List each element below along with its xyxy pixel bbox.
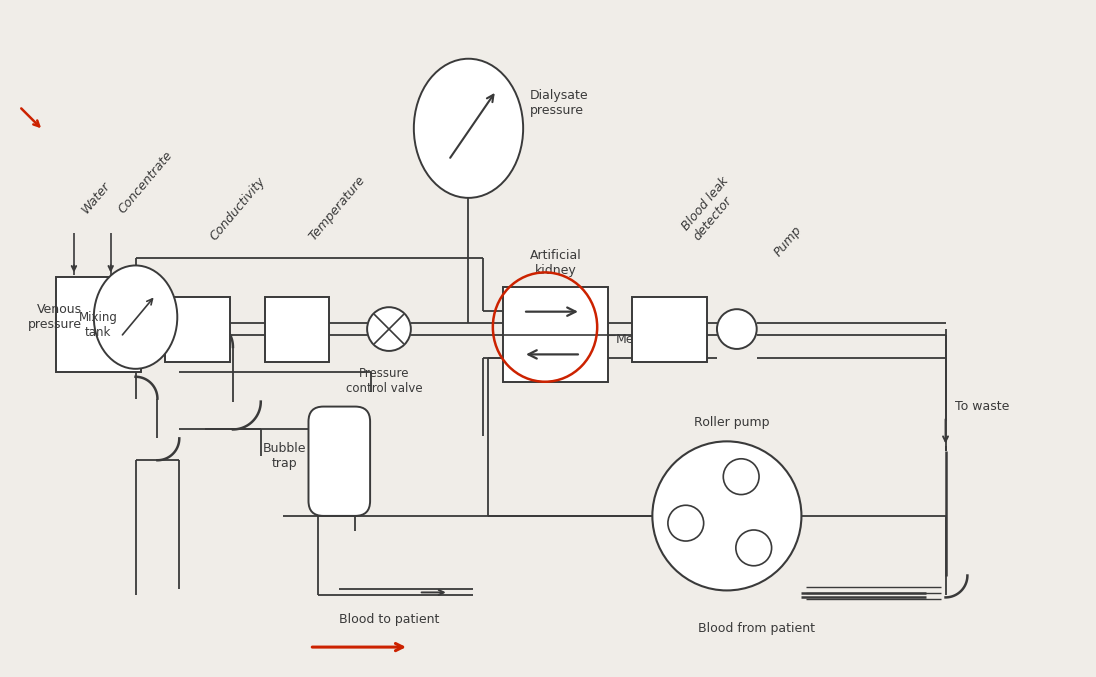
Circle shape: [652, 441, 801, 590]
Circle shape: [723, 459, 760, 495]
Ellipse shape: [94, 265, 178, 369]
Text: Artificial
kidney: Artificial kidney: [529, 249, 581, 278]
Text: Bubble
trap: Bubble trap: [263, 442, 307, 471]
Text: Dialysate
pressure: Dialysate pressure: [530, 89, 589, 117]
FancyBboxPatch shape: [308, 407, 370, 516]
FancyBboxPatch shape: [632, 297, 707, 362]
Circle shape: [367, 307, 411, 351]
FancyBboxPatch shape: [165, 297, 230, 362]
Text: Membrane: Membrane: [616, 333, 683, 346]
Text: Roller pump: Roller pump: [694, 416, 769, 429]
Text: Pressure
control valve: Pressure control valve: [345, 367, 422, 395]
Text: Blood leak
detector: Blood leak detector: [680, 175, 743, 242]
Circle shape: [667, 505, 704, 541]
FancyBboxPatch shape: [503, 287, 607, 382]
Text: Water: Water: [79, 179, 113, 216]
Text: Venous
pressure: Venous pressure: [27, 303, 82, 331]
Ellipse shape: [414, 59, 523, 198]
FancyBboxPatch shape: [265, 297, 330, 362]
Text: Blood from patient: Blood from patient: [698, 622, 815, 635]
Text: Conductivity: Conductivity: [207, 174, 267, 242]
FancyBboxPatch shape: [56, 278, 140, 372]
Text: Concentrate: Concentrate: [116, 148, 175, 216]
Text: Mixing
tank: Mixing tank: [79, 311, 117, 338]
Text: Temperature: Temperature: [307, 173, 368, 242]
Circle shape: [735, 530, 772, 566]
Circle shape: [717, 309, 756, 349]
Text: Pump: Pump: [772, 224, 804, 259]
Text: Blood to patient: Blood to patient: [339, 613, 439, 626]
Text: To waste: To waste: [956, 400, 1009, 413]
